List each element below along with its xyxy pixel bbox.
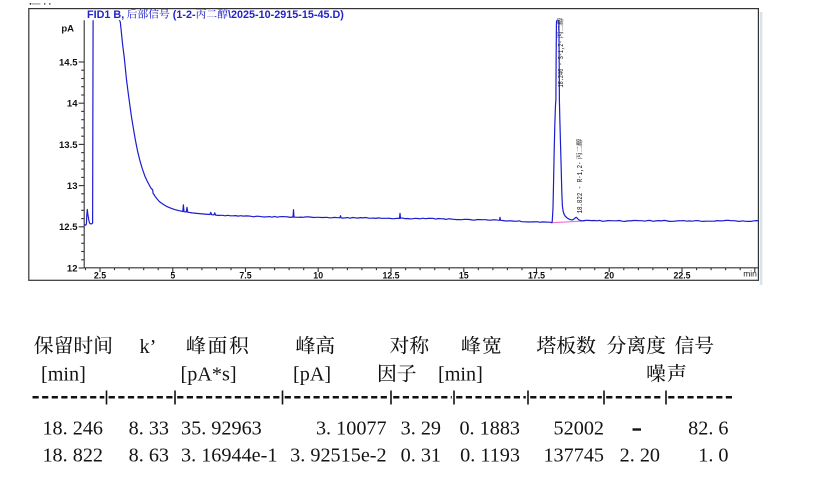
svg-text:14.5: 14.5 xyxy=(59,57,78,68)
svg-text:k’: k’ xyxy=(140,336,157,358)
svg-text:0. 31: 0. 31 xyxy=(401,445,441,467)
svg-text:pA: pA xyxy=(61,24,74,35)
svg-text:8. 63: 8. 63 xyxy=(129,445,169,467)
svg-text:[pA*s]: [pA*s] xyxy=(181,364,237,386)
svg-text:7.5: 7.5 xyxy=(239,271,251,281)
svg-text:35. 92963: 35. 92963 xyxy=(181,418,262,440)
svg-text:137745: 137745 xyxy=(543,445,604,467)
svg-text:13.5: 13.5 xyxy=(59,140,78,151)
svg-text:1. 0: 1. 0 xyxy=(698,445,728,467)
svg-text:18. 246: 18. 246 xyxy=(42,418,103,440)
svg-text:13: 13 xyxy=(67,181,78,192)
svg-text:[min]: [min] xyxy=(438,364,483,386)
svg-text:0. 1883: 0. 1883 xyxy=(459,418,520,440)
svg-text:3. 92515e-2: 3. 92515e-2 xyxy=(290,445,386,467)
svg-text:(1-2-: (1-2- xyxy=(173,9,196,21)
svg-text:min: min xyxy=(743,269,757,279)
svg-text:52002: 52002 xyxy=(554,418,604,440)
svg-text:12: 12 xyxy=(67,263,78,274)
svg-text:3. 16944e-1: 3. 16944e-1 xyxy=(181,445,277,467)
svg-text:20: 20 xyxy=(604,271,614,281)
svg-text:10: 10 xyxy=(313,271,323,281)
svg-text:18. 822: 18. 822 xyxy=(42,445,103,467)
svg-text:15: 15 xyxy=(459,271,469,281)
svg-text:2.5: 2.5 xyxy=(94,271,106,281)
svg-text:14: 14 xyxy=(67,99,78,110)
svg-text:8. 33: 8. 33 xyxy=(129,418,169,440)
svg-text:12.5: 12.5 xyxy=(382,271,399,281)
svg-text:3. 10077: 3. 10077 xyxy=(316,418,387,440)
svg-text:17.5: 17.5 xyxy=(528,271,545,281)
svg-text:FID1 B,: FID1 B, xyxy=(87,9,124,21)
svg-text:[min]: [min] xyxy=(41,364,86,386)
svg-text:5: 5 xyxy=(170,271,175,281)
svg-text:3. 29: 3. 29 xyxy=(401,418,441,440)
svg-text:2. 20: 2. 20 xyxy=(620,445,660,467)
svg-text:\2025-10-2915-15-45.D): \2025-10-2915-15-45.D) xyxy=(228,9,344,21)
svg-text:[pA]: [pA] xyxy=(293,364,331,386)
svg-text:18.822 - R-1,2-: 18.822 - R-1,2- xyxy=(577,162,585,214)
svg-text:18.246 - S-1,2-: 18.246 - S-1,2- xyxy=(558,41,566,88)
svg-text:0. 1193: 0. 1193 xyxy=(460,445,520,467)
svg-text:82. 6: 82. 6 xyxy=(688,418,728,440)
svg-text:12.5: 12.5 xyxy=(59,222,78,233)
svg-text:22.5: 22.5 xyxy=(673,271,690,281)
